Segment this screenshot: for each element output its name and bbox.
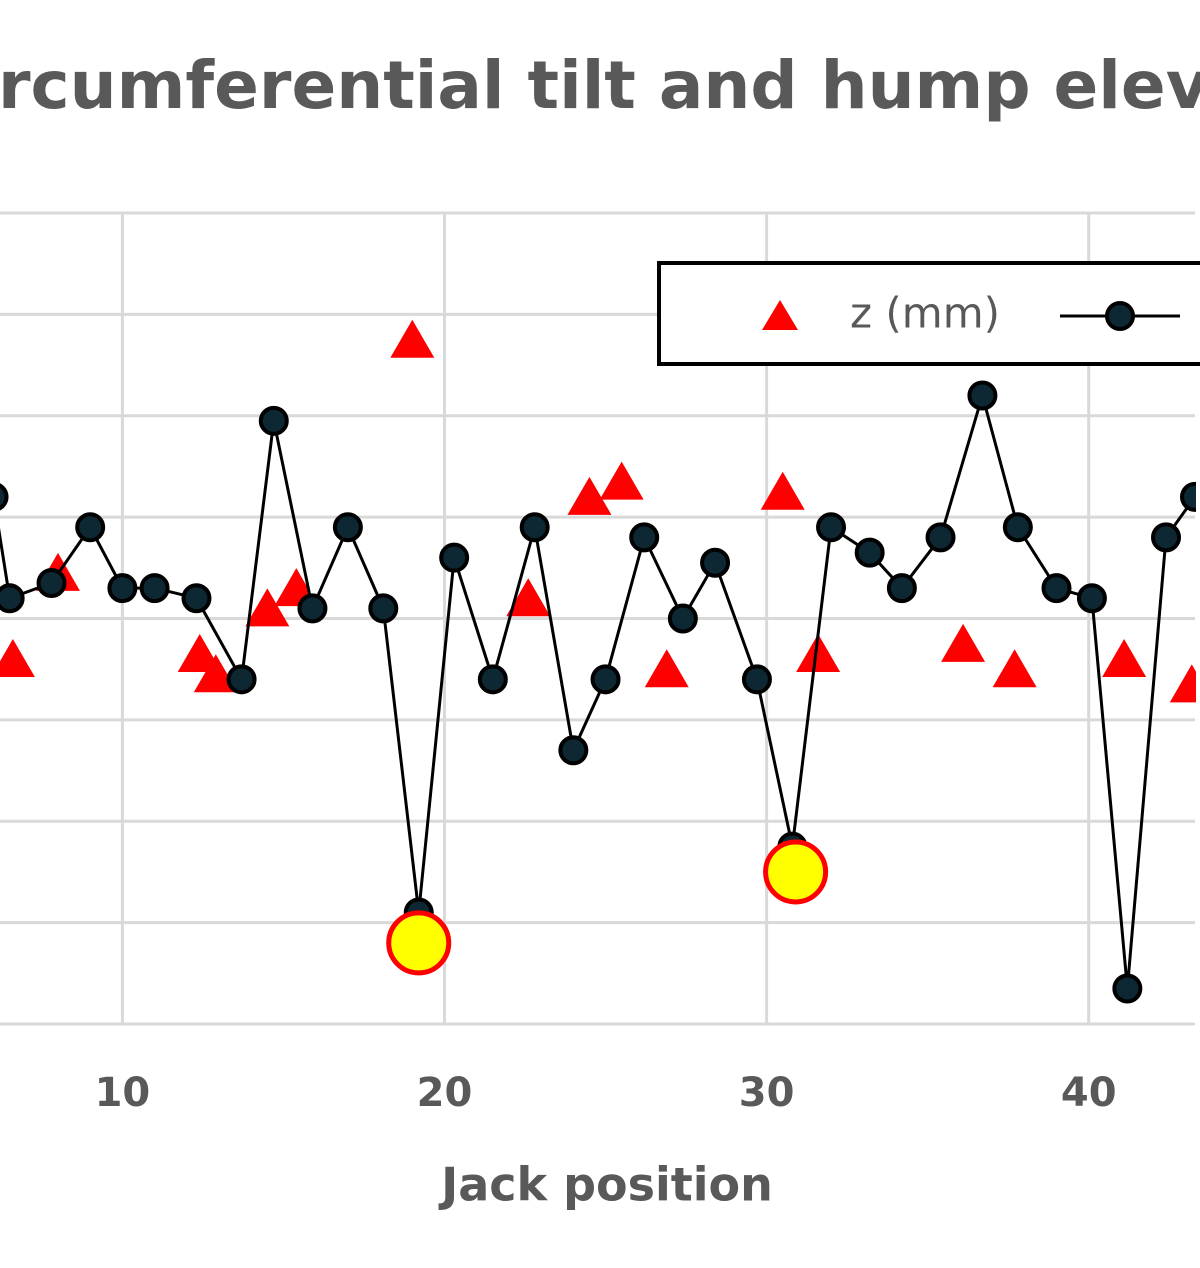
point-marker (477, 664, 508, 695)
triangle-marker (941, 623, 986, 662)
triangle-marker (390, 319, 435, 358)
x-tick-label: 20 (417, 1070, 473, 1116)
x-tick-label: 40 (1061, 1070, 1117, 1116)
point-marker (0, 583, 25, 614)
point-marker (629, 522, 660, 553)
triangle-marker (760, 471, 805, 510)
triangle-marker (567, 476, 612, 515)
x-axis-label: Jack position (438, 1158, 773, 1212)
point-marker (558, 735, 589, 766)
triangle-marker (796, 633, 841, 672)
point-marker (1112, 973, 1143, 1004)
point-marker (816, 512, 847, 543)
triangle-marker (1169, 664, 1196, 703)
point-marker (700, 547, 731, 578)
highlight-marker (763, 839, 829, 905)
point-marker (967, 380, 998, 411)
triangle-marker (245, 588, 290, 627)
chart-title: rcumferential tilt and hump elevati (0, 47, 1200, 124)
triangle-marker (644, 649, 689, 688)
triangle-marker (992, 649, 1037, 688)
point-marker (1041, 573, 1072, 604)
point-marker (1002, 512, 1033, 543)
point-marker (181, 583, 212, 614)
series-line (0, 389, 1196, 989)
point-marker (36, 568, 67, 599)
point-marker (75, 512, 106, 543)
point-marker (886, 573, 917, 604)
triangle-marker (193, 654, 238, 693)
point-marker (297, 593, 328, 624)
point-marker (519, 512, 550, 543)
point-marker (854, 537, 885, 568)
x-tick-label: 30 (739, 1070, 795, 1116)
point-marker (1076, 583, 1107, 614)
point-marker (667, 603, 698, 634)
point-marker (107, 573, 138, 604)
x-tick-label: 10 (95, 1070, 151, 1116)
grid: 10 20 30 40 (0, 211, 1195, 1116)
legend-label: z (mm) (850, 289, 1000, 338)
point-marker (226, 664, 257, 695)
triangle-marker (506, 578, 551, 617)
point-marker (258, 405, 289, 436)
point-marker (332, 512, 363, 543)
point-marker (590, 664, 621, 695)
triangle-marker (762, 300, 798, 330)
triangle-marker (177, 633, 222, 672)
point-marker (1151, 522, 1182, 553)
plot-area (0, 319, 1196, 1004)
point-marker (139, 573, 170, 604)
point-marker (1105, 301, 1135, 331)
triangle-marker (0, 639, 35, 678)
legend: z (mm) (657, 261, 1200, 366)
triangle-marker (599, 461, 644, 500)
point-marker (0, 483, 9, 511)
point-marker (439, 542, 470, 573)
point-marker (925, 522, 956, 553)
triangle-marker (1102, 639, 1147, 678)
highlight-marker (386, 910, 452, 976)
point-marker (1180, 481, 1196, 512)
point-marker (741, 664, 772, 695)
point-marker (368, 593, 399, 624)
